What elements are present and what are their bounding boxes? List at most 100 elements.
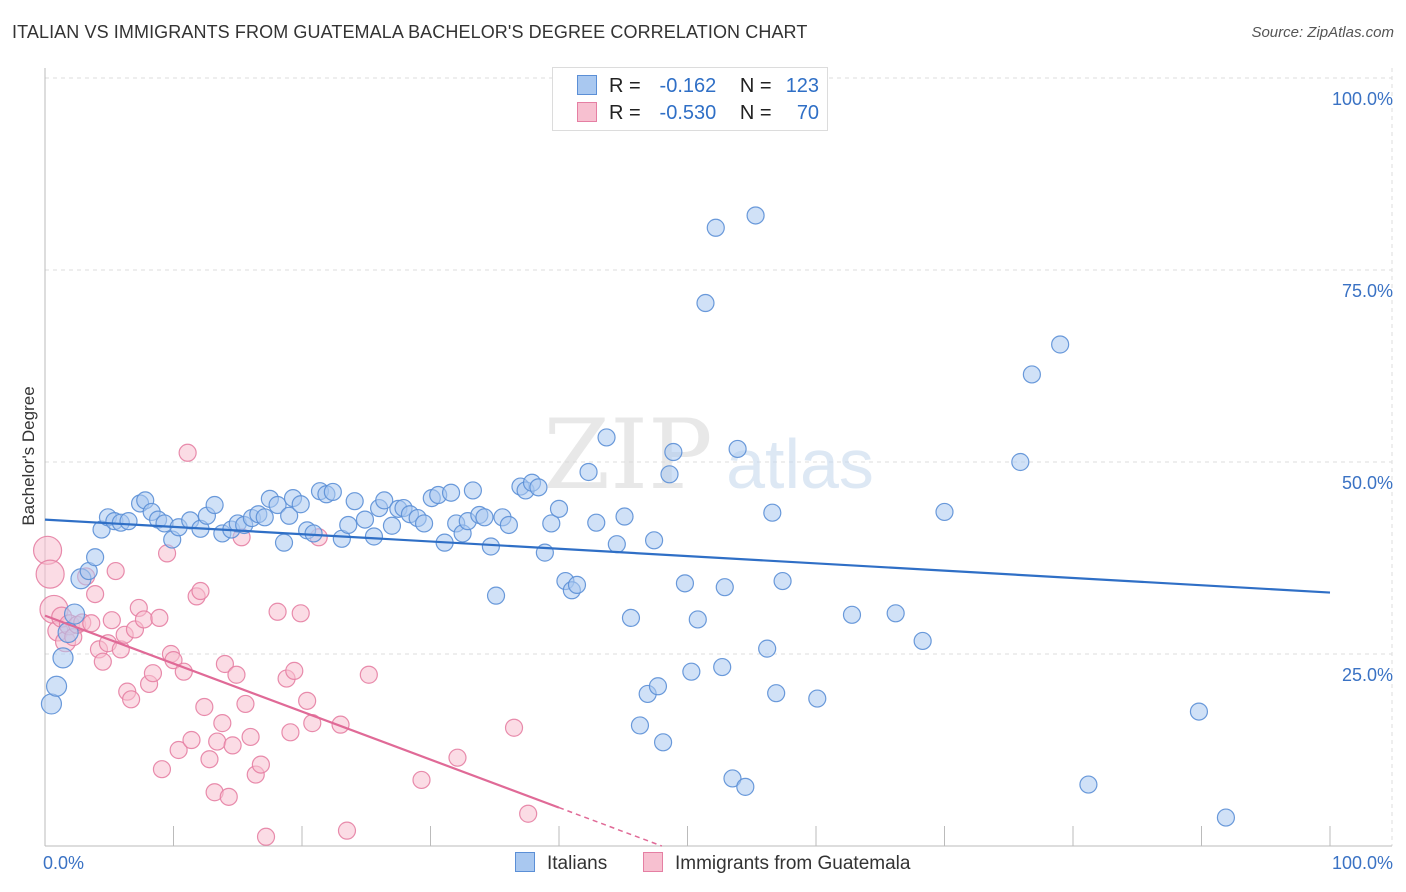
italians-point xyxy=(630,716,650,735)
guatemala-point xyxy=(102,611,121,630)
guatemala-trend-line xyxy=(44,614,560,809)
italians-point xyxy=(339,515,358,535)
italians-point xyxy=(529,478,548,497)
italians-point xyxy=(579,462,598,482)
grid-lines xyxy=(45,68,1393,846)
guatemala-point xyxy=(86,584,105,604)
italians-point xyxy=(441,483,461,502)
italians-point xyxy=(355,510,375,529)
italians-point xyxy=(375,491,394,510)
italians-point xyxy=(723,769,742,788)
italians-point xyxy=(119,512,138,531)
guatemala-point xyxy=(200,750,219,769)
guatemala-point xyxy=(251,755,270,774)
guatemala-point xyxy=(291,604,310,623)
guatemala-point xyxy=(236,694,255,714)
guatemala-point xyxy=(169,740,188,760)
x-tick-label-min: 0.0% xyxy=(43,853,84,873)
guatemala-point xyxy=(331,715,350,734)
italians-point xyxy=(291,495,310,514)
guatemala-point xyxy=(227,665,246,684)
watermark: ZIP atlas xyxy=(543,399,874,511)
guatemala-point xyxy=(82,614,101,633)
italians-point xyxy=(688,610,707,629)
italians-point xyxy=(621,608,641,628)
italians-point xyxy=(268,495,287,515)
italians-point xyxy=(255,508,274,527)
guatemala-point xyxy=(219,787,238,806)
italians-point xyxy=(706,218,725,237)
guatemala-point xyxy=(121,690,141,709)
y-tick-label: 75.0% xyxy=(1342,281,1393,301)
guatemala-points xyxy=(32,443,538,846)
italians-point xyxy=(644,531,664,550)
x-tick-label-max: 100.0% xyxy=(1332,853,1393,873)
italians-point xyxy=(758,639,777,658)
italians-point xyxy=(549,499,569,518)
tick-labels: 25.0% 50.0% 75.0% 100.0% 0.0% 100.0% xyxy=(43,89,1393,873)
italians-point xyxy=(696,293,715,313)
watermark-atlas: atlas xyxy=(726,425,874,503)
italians-point xyxy=(728,439,747,459)
italians-point xyxy=(773,571,792,591)
guatemala-point xyxy=(195,697,214,717)
italians-point xyxy=(715,578,734,597)
bottom-legend-italians: Italians xyxy=(515,852,607,875)
italians-point xyxy=(1079,775,1098,794)
italians-point xyxy=(607,535,626,554)
italians-point xyxy=(40,693,63,715)
guatemala-point xyxy=(182,730,201,750)
italians-point xyxy=(767,684,786,703)
italians-point xyxy=(1216,808,1236,827)
italians-point xyxy=(63,603,86,625)
italians-point xyxy=(615,507,634,526)
guatemala-swatch xyxy=(577,102,597,122)
italians-point xyxy=(597,428,616,447)
italians-point xyxy=(323,482,342,502)
italians-r-label: R = xyxy=(609,75,641,97)
italians-point xyxy=(587,513,606,532)
y-tick-label: 25.0% xyxy=(1342,665,1393,685)
italians-point xyxy=(935,502,954,522)
guatemala-n-label: N = xyxy=(739,102,772,124)
stats-legend: R = -0.162 N = 123 R = -0.530 N = 70 xyxy=(552,67,828,131)
italians-point xyxy=(886,604,905,623)
guatemala-point xyxy=(268,602,287,621)
italians-point xyxy=(486,586,506,605)
axes xyxy=(44,68,1392,847)
guatemala-point xyxy=(359,665,378,684)
italians-point xyxy=(52,647,74,669)
guatemala-r-label: R = xyxy=(609,102,641,124)
guatemala-point xyxy=(35,559,65,589)
italian-points xyxy=(40,206,1236,827)
guatemala-point xyxy=(106,561,125,581)
guatemala-point xyxy=(337,821,357,840)
italians-point xyxy=(1051,335,1070,354)
bottom-italians-label: Italians xyxy=(547,853,608,874)
guatemala-point xyxy=(281,723,300,742)
italians-point xyxy=(1022,365,1041,384)
italians-point xyxy=(382,516,402,535)
bottom-legend-guatemala: Immigrants from Guatemala xyxy=(643,852,910,875)
guatemala-point xyxy=(178,443,197,462)
italians-point xyxy=(567,575,587,594)
italians-point xyxy=(736,777,755,796)
italians-point xyxy=(542,514,561,533)
italians-point xyxy=(463,481,483,500)
guatemala-point xyxy=(213,714,232,733)
guatemala-point xyxy=(215,654,234,674)
guatemala-point xyxy=(93,652,112,671)
italians-point xyxy=(280,506,299,525)
source-label: Source: ZipAtlas.com xyxy=(1251,24,1394,41)
italians-n-label: N = xyxy=(739,75,772,97)
guatemala-point xyxy=(285,661,304,680)
italians-point xyxy=(481,537,500,556)
italians-point xyxy=(1189,702,1209,721)
guatemala-n-value: 70 xyxy=(796,102,820,124)
italians-point xyxy=(57,621,79,644)
italians-point xyxy=(45,675,68,697)
guatemala-point xyxy=(208,732,227,751)
italians-point xyxy=(205,495,224,515)
italians-trend-line xyxy=(44,518,1331,594)
italians-point xyxy=(842,605,862,624)
